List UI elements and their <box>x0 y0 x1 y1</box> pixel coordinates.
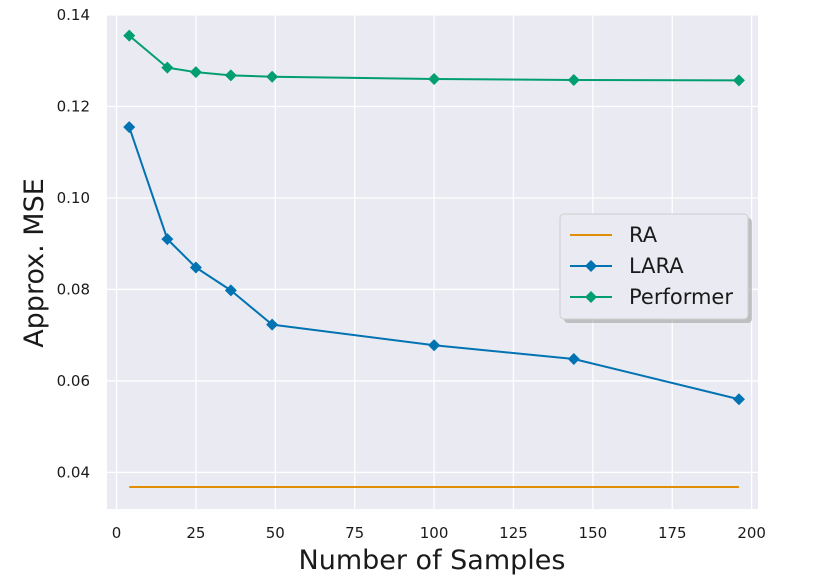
y-tick-label: 0.10 <box>57 189 90 207</box>
lara-point <box>266 318 279 331</box>
lara-point <box>189 261 202 274</box>
grid-lines <box>107 14 758 509</box>
legend-items: RA LARA Performer <box>570 223 733 309</box>
x-tick-label: 175 <box>658 524 687 542</box>
legend-label-ra: RA <box>629 223 658 247</box>
lara-line <box>128 126 740 401</box>
performer-point <box>567 73 580 86</box>
y-tick-labels: 0.04 0.06 0.08 0.10 0.12 0.14 <box>57 6 90 481</box>
legend-box <box>559 213 749 320</box>
y-tick-label: 0.12 <box>57 97 90 115</box>
performer-point <box>189 66 202 79</box>
performer-point <box>428 73 441 86</box>
legend-item-lara: LARA <box>570 254 684 278</box>
performer-point <box>224 69 237 82</box>
x-axis-title: Number of Samples <box>299 545 566 576</box>
x-tick-label: 125 <box>499 524 528 542</box>
x-tick-labels: 0 25 50 75 100 125 150 175 200 <box>112 524 766 542</box>
y-axis-title: Approx. MSE <box>19 178 50 348</box>
x-tick-label: 150 <box>579 524 608 542</box>
series-lara <box>123 121 745 406</box>
y-tick-label: 0.08 <box>57 280 90 298</box>
lara-point <box>732 393 745 406</box>
legend-marker-lara <box>585 260 597 272</box>
series-performer <box>123 29 745 87</box>
performer-point <box>123 29 136 42</box>
lara-point <box>428 339 441 352</box>
y-tick-label: 0.14 <box>57 6 90 24</box>
lara-point <box>224 284 237 297</box>
y-tick-label: 0.04 <box>57 463 90 481</box>
lara-point <box>123 121 136 134</box>
legend-item-ra: RA <box>570 223 658 247</box>
series-layer <box>123 29 745 489</box>
performer-point <box>732 74 745 87</box>
performer-point <box>161 61 174 74</box>
x-tick-label: 0 <box>112 524 122 542</box>
performer-point <box>266 70 279 83</box>
legend: RA LARA Performer <box>559 213 752 323</box>
x-tick-label: 25 <box>186 524 205 542</box>
x-tick-label: 200 <box>737 524 766 542</box>
y-tick-label: 0.06 <box>57 372 90 390</box>
legend-marker-performer <box>585 291 597 303</box>
lara-point <box>567 352 580 365</box>
x-tick-label: 100 <box>420 524 449 542</box>
legend-item-performer: Performer <box>570 285 733 309</box>
x-tick-label: 75 <box>345 524 364 542</box>
legend-label-lara: LARA <box>629 254 684 278</box>
x-tick-label: 50 <box>266 524 285 542</box>
legend-label-performer: Performer <box>629 285 733 309</box>
lara-point <box>161 233 174 246</box>
